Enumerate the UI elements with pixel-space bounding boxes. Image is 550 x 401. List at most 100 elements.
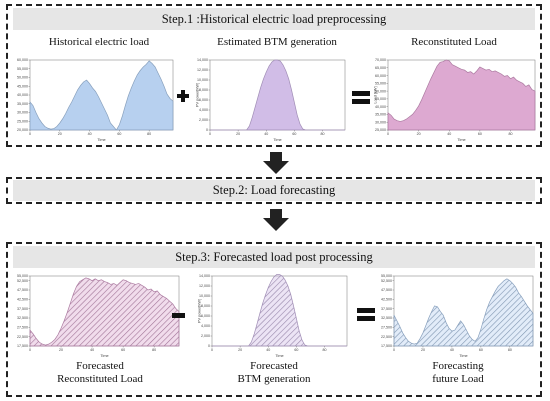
y-tick-label: 27,500 [17,326,28,330]
y-tick-label: 32,500 [17,316,28,320]
y-tick-label: 37,500 [381,307,392,311]
data-area [212,274,347,347]
y-tick-label: 40,000 [17,93,28,97]
x-tick-label: 0 [29,132,31,136]
y-tick-label: 30,000 [17,111,28,115]
chart-historical-load: 20,000 25,000 30,000 35,000 40,000 45,000 50,0… [17,58,174,142]
x-tick-label: 20 [421,348,425,352]
step3-label-forecast-recon-line1: Forecasted [76,360,124,372]
y-tick-label: 25,000 [17,119,28,123]
y-tick-label: 2,000 [199,118,208,122]
y-tick-label: 40,000 [375,105,386,109]
y-tick-label: 17,500 [17,344,28,348]
data-area [387,59,536,131]
y-tick-label: 52,500 [381,279,392,283]
y-tick-label: 65,000 [375,66,386,70]
x-tick-label: 20 [59,348,63,352]
y-tick-label: 42,500 [17,298,28,302]
step2-header: Step.2: Load forecasting [13,180,535,201]
y-tick-label: 0 [208,344,210,348]
y-tick-label: 35,000 [17,102,28,106]
equals-sign-top [352,91,370,96]
y-tick-label: 2,000 [201,334,210,338]
x-axis-label: Time [459,354,467,358]
chart-forecasting-future-load: 17,500 22,500 27,500 32,500 37,500 42,500 47,5… [381,274,534,358]
y-tick-label: 8,000 [201,304,210,308]
data-area [210,59,345,131]
y-tick-label: 50,000 [17,76,28,80]
y-tick-label: 50,000 [375,89,386,93]
y-tick-label: 47,500 [17,288,28,292]
step3-label-future-load: Forecasting future Load [380,360,536,386]
y-tick-label: 32,500 [381,316,392,320]
x-tick-label: 80 [147,132,151,136]
step3-label-forecast-recon: Forecasted Reconstituted Load [20,360,180,386]
x-tick-label: 0 [209,132,211,136]
y-axis-label: PV power[kW] [198,299,202,323]
chart-reconstituted-load: 25,000 30,000 35,000 40,000 45,000 50,000 55,0… [374,58,536,142]
step1-header: Step.1 :Historical electric load preproc… [13,8,535,30]
x-tick-label: 40 [450,348,454,352]
y-tick-label: 30,000 [375,120,386,124]
x-axis-label: Time [273,138,281,142]
x-tick-label: 0 [393,348,395,352]
step3-label-forecast-recon-line2: Reconstituted Load [57,373,143,385]
step3-label-future-load-line2: future Load [432,373,484,385]
x-tick-label: 0 [211,348,213,352]
y-tick-label: 4,000 [201,324,210,328]
y-tick-label: 10,000 [197,78,208,82]
data-area [393,278,534,347]
step1-label-btm: Estimated BTM generation [217,36,337,48]
minus-sign [172,313,185,318]
down-arrow-1 [263,152,289,174]
step3-label-forecast-btm-line1: Forecasted [250,360,298,372]
step3-frame [6,242,542,397]
x-tick-label: 20 [238,348,242,352]
x-tick-label: 80 [323,348,327,352]
x-tick-label: 0 [387,132,389,136]
y-tick-label: 4,000 [199,108,208,112]
y-tick-label: 47,500 [381,288,392,292]
y-tick-label: 12,000 [197,68,208,72]
y-tick-label: 22,500 [381,335,392,339]
y-axis-label: PV power[kW] [196,83,200,107]
step3-label-forecast-btm-line2: BTM generation [237,373,311,385]
plus-sign-v [181,90,185,102]
x-tick-label: 40 [447,132,451,136]
step1-label-reconstituted: Reconstituted Load [411,36,497,48]
x-tick-label: 40 [264,132,268,136]
x-tick-label: 80 [321,132,325,136]
x-tick-label: 20 [236,132,240,136]
y-tick-label: 60,000 [17,58,28,62]
x-tick-label: 60 [117,132,121,136]
y-tick-label: 6,000 [199,98,208,102]
data-area [29,277,180,347]
y-tick-label: 55,000 [375,82,386,86]
y-tick-label: 52,500 [17,279,28,283]
step3-label-forecast-btm: Forecasted BTM generation [198,360,350,386]
x-tick-label: 80 [509,132,513,136]
y-tick-label: 25,000 [375,128,386,132]
equals-sign-top-2 [357,308,375,313]
x-tick-label: 40 [90,348,94,352]
y-tick-label: 60,000 [375,74,386,78]
x-axis-label: Time [97,138,105,142]
y-tick-label: 35,000 [375,113,386,117]
y-tick-label: 12,000 [199,284,210,288]
x-tick-label: 80 [152,348,156,352]
y-tick-label: 55,000 [381,274,392,278]
x-tick-label: 40 [266,348,270,352]
chart-forecasted-btm: 0 2,000 4,000 6,000 8,000 10,000 12,000 14,000 0… [198,274,348,358]
y-tick-label: 55,000 [17,274,28,278]
x-tick-label: 0 [29,348,31,352]
x-tick-label: 40 [88,132,92,136]
y-tick-label: 45,000 [17,84,28,88]
chart-forecasted-reconstituted-load: 17,500 22,500 27,500 32,500 37,500 42,500 47,5… [17,274,180,358]
y-tick-label: 55,000 [17,67,28,71]
x-tick-label: 60 [292,132,296,136]
x-tick-label: 60 [121,348,125,352]
down-arrow-2 [263,209,289,231]
x-tick-label: 60 [294,348,298,352]
step1-frame [6,4,542,147]
step3-header: Step.3: Forecasted load post processing [13,246,535,268]
